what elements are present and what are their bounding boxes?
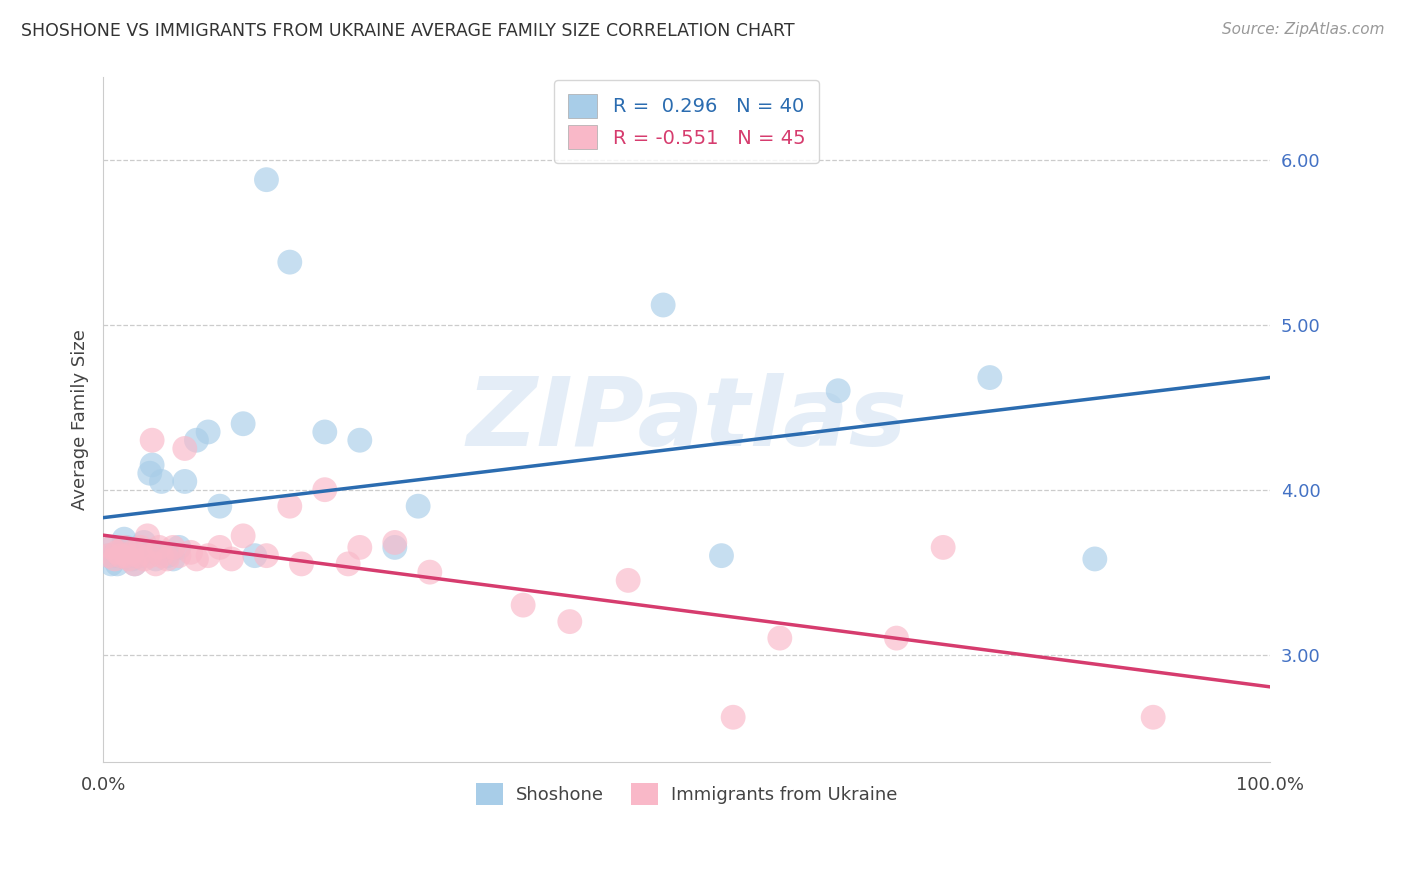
Point bbox=[148, 541, 170, 555]
Point bbox=[419, 565, 441, 579]
Point bbox=[384, 535, 406, 549]
Point bbox=[186, 552, 208, 566]
Point bbox=[932, 541, 955, 555]
Point bbox=[97, 549, 120, 563]
Point bbox=[105, 557, 128, 571]
Point bbox=[173, 475, 195, 489]
Point bbox=[156, 549, 179, 563]
Point bbox=[141, 458, 163, 472]
Point bbox=[827, 384, 849, 398]
Point bbox=[384, 541, 406, 555]
Point bbox=[243, 549, 266, 563]
Point bbox=[101, 541, 124, 555]
Y-axis label: Average Family Size: Average Family Size bbox=[72, 329, 89, 510]
Point bbox=[406, 499, 429, 513]
Point bbox=[156, 552, 179, 566]
Point bbox=[1084, 552, 1107, 566]
Point bbox=[127, 549, 149, 563]
Point bbox=[115, 541, 138, 555]
Point bbox=[558, 615, 581, 629]
Point bbox=[115, 549, 138, 563]
Point bbox=[118, 552, 141, 566]
Point bbox=[162, 541, 184, 555]
Point bbox=[173, 442, 195, 456]
Point bbox=[136, 529, 159, 543]
Point bbox=[121, 545, 143, 559]
Point bbox=[141, 434, 163, 448]
Point bbox=[886, 631, 908, 645]
Point bbox=[167, 549, 190, 563]
Point bbox=[769, 631, 792, 645]
Point bbox=[129, 541, 152, 555]
Point bbox=[139, 466, 162, 480]
Point bbox=[167, 541, 190, 555]
Text: Source: ZipAtlas.com: Source: ZipAtlas.com bbox=[1222, 22, 1385, 37]
Point bbox=[278, 255, 301, 269]
Point bbox=[208, 541, 231, 555]
Point bbox=[652, 298, 675, 312]
Point bbox=[349, 434, 371, 448]
Point bbox=[150, 549, 173, 563]
Point bbox=[105, 545, 128, 559]
Point bbox=[197, 549, 219, 563]
Point bbox=[132, 552, 155, 566]
Point bbox=[112, 532, 135, 546]
Point bbox=[314, 425, 336, 439]
Point bbox=[710, 549, 733, 563]
Point bbox=[979, 370, 1001, 384]
Point bbox=[256, 549, 278, 563]
Point bbox=[232, 417, 254, 431]
Point bbox=[145, 557, 167, 571]
Point bbox=[131, 549, 153, 563]
Point bbox=[104, 552, 127, 566]
Point bbox=[186, 434, 208, 448]
Point bbox=[278, 499, 301, 513]
Point bbox=[127, 545, 149, 559]
Point bbox=[110, 549, 132, 563]
Point bbox=[124, 557, 146, 571]
Point bbox=[145, 552, 167, 566]
Point bbox=[721, 710, 744, 724]
Point bbox=[290, 557, 312, 571]
Point bbox=[124, 557, 146, 571]
Point bbox=[97, 549, 120, 563]
Point bbox=[132, 535, 155, 549]
Point bbox=[136, 543, 159, 558]
Point bbox=[512, 598, 534, 612]
Legend: Shoshone, Immigrants from Ukraine: Shoshone, Immigrants from Ukraine bbox=[467, 774, 905, 814]
Point bbox=[208, 499, 231, 513]
Point bbox=[162, 552, 184, 566]
Point bbox=[232, 529, 254, 543]
Point bbox=[1142, 710, 1164, 724]
Point bbox=[150, 475, 173, 489]
Point bbox=[617, 574, 640, 588]
Point bbox=[118, 549, 141, 563]
Text: SHOSHONE VS IMMIGRANTS FROM UKRAINE AVERAGE FAMILY SIZE CORRELATION CHART: SHOSHONE VS IMMIGRANTS FROM UKRAINE AVER… bbox=[21, 22, 794, 40]
Point bbox=[256, 172, 278, 186]
Point bbox=[110, 549, 132, 563]
Point bbox=[100, 557, 122, 571]
Point bbox=[221, 552, 243, 566]
Point bbox=[112, 541, 135, 555]
Point bbox=[180, 545, 202, 559]
Text: ZIPatlas: ZIPatlas bbox=[467, 373, 907, 467]
Point bbox=[100, 541, 122, 555]
Point bbox=[314, 483, 336, 497]
Point bbox=[121, 552, 143, 566]
Point bbox=[337, 557, 360, 571]
Point bbox=[197, 425, 219, 439]
Point bbox=[139, 549, 162, 563]
Point bbox=[104, 549, 127, 563]
Point bbox=[349, 541, 371, 555]
Point bbox=[148, 545, 170, 559]
